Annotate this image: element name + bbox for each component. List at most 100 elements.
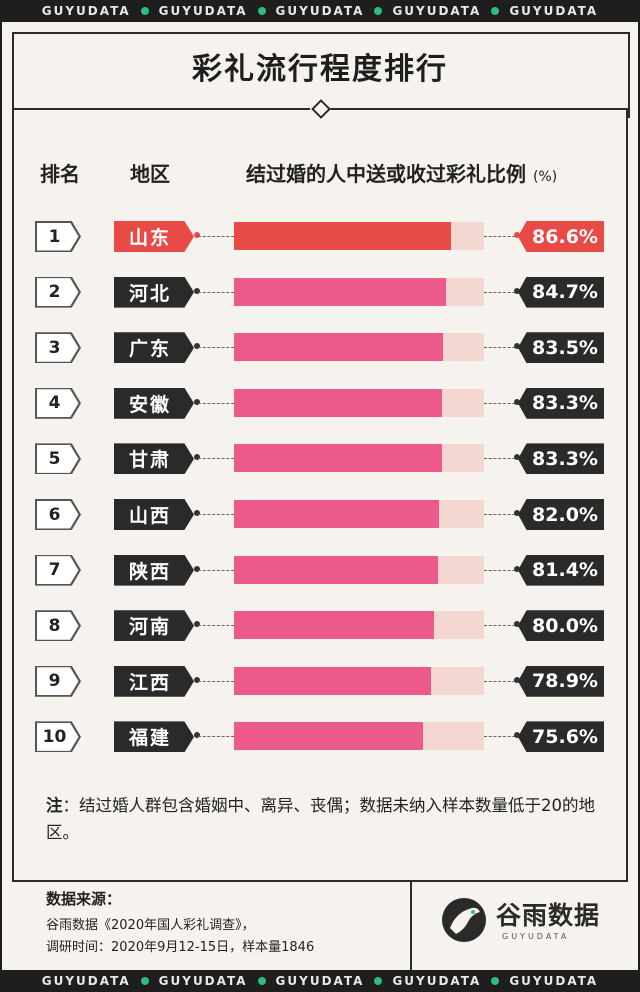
- ranking-row: 4 安徽 83.3%: [2, 385, 638, 425]
- footnote: 注：结过婚人群包含婚姻中、离异、丧偶；数据未纳入样本数量低于20的地区。: [46, 792, 606, 846]
- region-label: 山西: [114, 499, 194, 530]
- footnote-label: 注: [46, 796, 63, 815]
- connector-dot: [194, 343, 200, 350]
- connector-dot: [194, 287, 200, 294]
- connector-dot: [514, 621, 520, 628]
- bar-track: [234, 555, 484, 584]
- value-label: 83.3%: [518, 443, 604, 475]
- ranking-row: 3 广东 83.5%: [2, 329, 638, 369]
- bar: [234, 388, 443, 417]
- footer-vertical-divider: [410, 882, 412, 970]
- banner-dot-icon: [374, 977, 383, 985]
- frame-right-border: [626, 110, 628, 882]
- connector-dot: [194, 565, 200, 572]
- header-region: 地区: [130, 162, 170, 186]
- rank-number: 1: [36, 222, 79, 251]
- rank-badge: 6: [35, 499, 81, 530]
- connector-line: [484, 736, 520, 738]
- rank-number: 3: [36, 333, 79, 362]
- header-unit: (%): [532, 169, 558, 185]
- banner-word: GUYUDATA: [509, 974, 599, 988]
- ranking-row: 7 陕西 81.4%: [2, 552, 638, 592]
- connector-dot: [194, 232, 200, 238]
- source-line-1: 谷雨数据《2020年国人彩礼调查》，: [46, 918, 255, 933]
- connector-line: [484, 347, 520, 349]
- rank-badge: 8: [35, 610, 81, 642]
- bar-track: [234, 333, 484, 362]
- banner-dot-icon: [374, 7, 383, 15]
- bar: [234, 444, 443, 473]
- banner-dot-icon: [491, 977, 500, 985]
- region-label: 安徽: [114, 387, 194, 419]
- bar: [234, 666, 432, 695]
- bar: [234, 722, 423, 751]
- banner-dot-icon: [491, 7, 500, 15]
- rank-badge: 10: [35, 721, 81, 753]
- rank-number: 2: [36, 278, 79, 307]
- connector-dot: [514, 287, 520, 294]
- top-banner: GUYUDATA GUYUDATA GUYUDATA GUYUDATA GUYUDATA: [0, 0, 640, 22]
- banner-dot-icon: [140, 977, 149, 985]
- rank-number: 4: [36, 389, 79, 418]
- connector-dot: [194, 676, 200, 683]
- banner-dot-icon: [257, 7, 266, 15]
- rank-number: 10: [36, 722, 79, 751]
- ranking-row: 8 河南 80.0%: [2, 607, 638, 647]
- connector-dot: [514, 454, 520, 461]
- bar-track: [234, 277, 484, 306]
- connector-line: [484, 680, 520, 682]
- connector-dot: [514, 510, 520, 516]
- infographic-card: 彩礼流行程度排行 排名 地区 结过婚的人中送或收过彩礼比例 (%) 1 山东 86.…: [2, 22, 638, 970]
- region-label: 江西: [114, 665, 194, 697]
- connector-dot: [194, 732, 200, 739]
- connector-dot: [514, 732, 520, 739]
- rank-number: 6: [36, 500, 79, 529]
- bottom-banner: GUYUDATA GUYUDATA GUYUDATA GUYUDATA GUYUDATA: [0, 970, 640, 992]
- ranking-row: 9 江西 78.9%: [2, 663, 638, 703]
- region-label: 河北: [114, 276, 194, 308]
- ranking-row: 10 福建 75.6%: [2, 718, 638, 758]
- banner-word: GUYUDATA: [392, 974, 482, 988]
- bar: [234, 277, 446, 306]
- bar-track: [234, 444, 484, 473]
- connector-line: [484, 514, 520, 515]
- rank-badge: 9: [35, 665, 81, 697]
- connector-line: [484, 569, 520, 571]
- region-label: 甘肃: [114, 443, 194, 475]
- value-label: 81.4%: [518, 554, 604, 586]
- connector-dot: [194, 454, 200, 461]
- logo-mark-icon: [442, 898, 486, 942]
- banner-word: GUYUDATA: [509, 4, 599, 18]
- connector-line: [484, 458, 520, 460]
- banner-dot-icon: [257, 977, 266, 985]
- connector-line: [198, 458, 234, 460]
- banner-word: GUYUDATA: [392, 4, 482, 18]
- frame-left-border: [12, 110, 14, 882]
- title-rule-right: [330, 108, 628, 110]
- bar-track: [234, 666, 484, 695]
- connector-dot: [514, 398, 520, 405]
- ranking-row: 6 山西 82.0%: [2, 496, 638, 536]
- value-label: 86.6%: [518, 221, 604, 252]
- connector-line: [198, 236, 234, 237]
- ranking-row: 5 甘肃 83.3%: [2, 440, 638, 480]
- rank-number: 9: [36, 667, 79, 696]
- value-label: 75.6%: [518, 721, 604, 753]
- bar-track: [234, 611, 484, 640]
- region-label: 山东: [114, 221, 194, 252]
- title-rule-left: [12, 108, 310, 110]
- bar: [234, 611, 434, 640]
- region-label: 陕西: [114, 554, 194, 586]
- rank-badge: 3: [35, 332, 81, 364]
- connector-line: [198, 514, 234, 515]
- connector-line: [484, 291, 520, 293]
- logo-subtitle: GUYUDATA: [502, 932, 570, 941]
- connector-dot: [514, 343, 520, 350]
- header-metric: 结过婚的人中送或收过彩礼比例 (%): [246, 158, 557, 187]
- title-frame: [12, 32, 630, 118]
- ranking-row: 2 河北 84.7%: [2, 274, 638, 314]
- connector-dot: [514, 565, 520, 572]
- rank-badge: 4: [35, 387, 81, 419]
- value-label: 78.9%: [518, 665, 604, 697]
- rank-badge: 7: [35, 554, 81, 586]
